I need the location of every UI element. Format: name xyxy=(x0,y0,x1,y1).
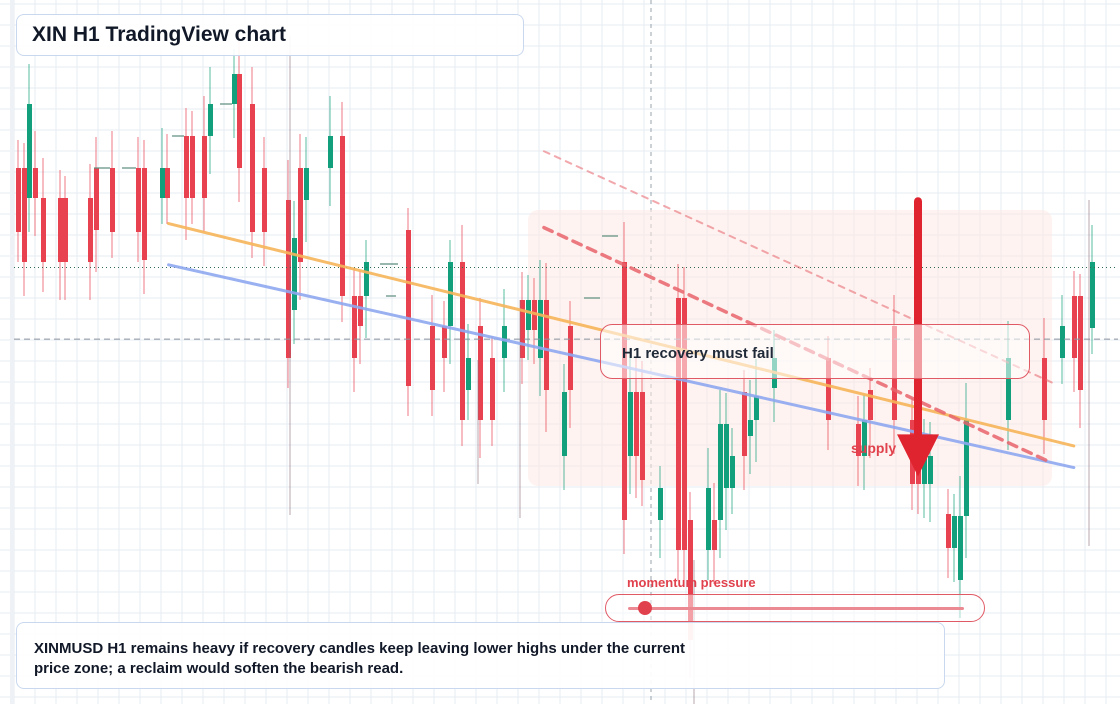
candle-body xyxy=(958,516,963,580)
candle-body xyxy=(298,168,303,262)
candle-body xyxy=(868,390,873,420)
candle-body xyxy=(1042,358,1047,420)
candle-body xyxy=(862,420,867,456)
candle-body xyxy=(562,392,567,456)
candle-body xyxy=(856,424,861,456)
candle-body xyxy=(1078,296,1083,390)
candle-body xyxy=(544,300,549,390)
candle-body xyxy=(136,168,141,232)
candle-body xyxy=(946,514,951,548)
candle-body xyxy=(16,168,21,232)
candle-body xyxy=(41,198,46,262)
candle-body xyxy=(262,168,267,232)
candle-body xyxy=(304,168,309,200)
candle-body xyxy=(748,420,753,436)
candle-body xyxy=(682,298,687,550)
candle-body xyxy=(628,392,633,456)
candle-body xyxy=(430,326,435,390)
candle-body xyxy=(364,262,369,296)
candles-layer xyxy=(16,34,1095,704)
candle-body xyxy=(352,296,357,358)
summary-text: XINMUSD H1 remains heavy if recovery can… xyxy=(34,640,686,677)
candle-body xyxy=(640,392,645,480)
candle-body xyxy=(730,456,735,488)
candle-body xyxy=(160,168,165,198)
candle-body xyxy=(538,300,543,358)
candle-body xyxy=(718,424,723,520)
momentum-track xyxy=(628,607,964,610)
candle-body xyxy=(165,168,170,198)
candle-body xyxy=(1090,262,1095,328)
candle-body xyxy=(237,74,242,168)
recovery-callout: H1 recovery must fail xyxy=(600,324,1030,379)
candle-body xyxy=(232,74,237,104)
candle-body xyxy=(63,198,68,262)
candle-body xyxy=(688,520,693,640)
momentum-knob[interactable] xyxy=(637,601,652,615)
candle-body xyxy=(964,420,969,516)
chart-title: XIN H1 TradingView chart xyxy=(16,14,524,56)
summary-panel: XINMUSD H1 remains heavy if recovery can… xyxy=(16,622,945,689)
candle-body xyxy=(142,168,147,260)
candle-body xyxy=(634,392,639,456)
arrow-head xyxy=(897,434,939,477)
candle-body xyxy=(202,136,207,198)
candle-body xyxy=(406,230,411,386)
candle-body xyxy=(706,488,711,550)
candle-body xyxy=(250,104,255,232)
supply-label: supply xyxy=(851,440,897,456)
candle-body xyxy=(184,136,189,198)
candle-body xyxy=(286,200,291,358)
momentum-label: momentum pressure xyxy=(627,575,756,590)
candle-body xyxy=(1060,326,1065,358)
candle-body xyxy=(526,300,531,330)
candle-body xyxy=(502,326,507,358)
candle-body xyxy=(33,168,38,198)
candle-body xyxy=(466,358,471,390)
candle-body xyxy=(110,168,115,232)
candle-body xyxy=(922,456,927,484)
candle-body xyxy=(1072,296,1077,358)
candle-body xyxy=(622,262,627,520)
trendline-dashed-3[interactable] xyxy=(542,150,1053,384)
candle-body xyxy=(27,104,32,198)
candle-body xyxy=(712,520,717,550)
candle-body xyxy=(190,136,195,198)
candle-body xyxy=(724,424,729,488)
candle-body xyxy=(88,198,93,262)
candle-body xyxy=(208,104,213,136)
candle-body xyxy=(952,516,957,548)
candle-body xyxy=(826,358,831,420)
candle-body xyxy=(328,136,333,168)
candle-body xyxy=(520,300,525,358)
candle-body xyxy=(754,396,759,420)
left-scale-edge xyxy=(10,0,14,704)
candle-body xyxy=(658,488,663,520)
candle-body xyxy=(292,238,297,310)
candle-body xyxy=(94,168,99,230)
candle-body xyxy=(568,326,573,390)
candle-body xyxy=(676,298,681,550)
candle-body xyxy=(58,198,63,262)
candle-body xyxy=(340,136,345,296)
candle-body xyxy=(442,326,447,358)
candle-body xyxy=(22,168,27,262)
candle-body xyxy=(478,326,483,420)
candle-body xyxy=(742,392,747,456)
candle-body xyxy=(460,262,465,420)
candle-body xyxy=(490,358,495,420)
candle-body xyxy=(1006,358,1011,420)
candle-body xyxy=(358,296,363,326)
candle-body xyxy=(928,456,933,484)
momentum-slider[interactable] xyxy=(605,594,985,622)
